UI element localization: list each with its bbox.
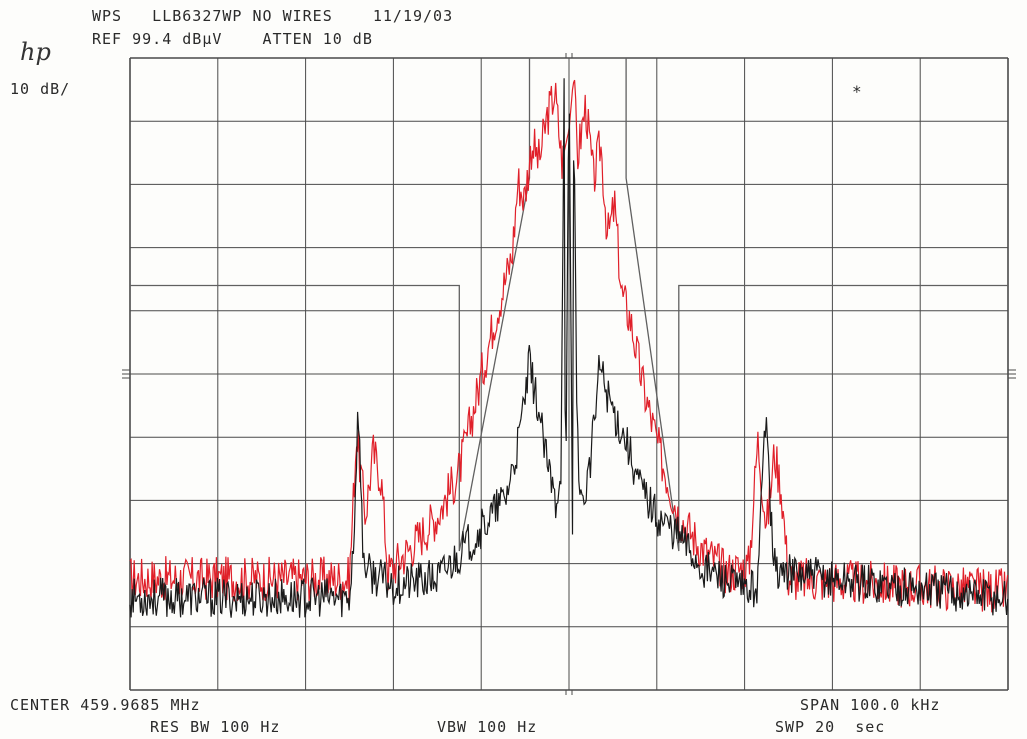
resolution-bandwidth: RES BW 100 Hz [150, 718, 281, 736]
hp-logo: hp [20, 38, 51, 66]
span-value: SPAN 100.0 kHz [800, 696, 941, 714]
reference-level: REF 99.4 dBµV ATTEN 10 dB [92, 30, 373, 48]
graticule [129, 57, 1009, 691]
emission-mask [130, 57, 1008, 552]
side-ticks [122, 53, 1016, 695]
marker-asterisk: * [852, 82, 863, 101]
video-bandwidth: VBW 100 Hz [437, 718, 538, 736]
sweep-time: SWP 20 sec [775, 718, 886, 736]
center-frequency: CENTER 459.9685 MHz [10, 696, 201, 714]
black-trace [129, 78, 1009, 618]
scale-label: 10 dB/ [10, 80, 71, 98]
header-title: WPS LLB6327WP NO WIRES 11/19/03 [92, 7, 454, 25]
